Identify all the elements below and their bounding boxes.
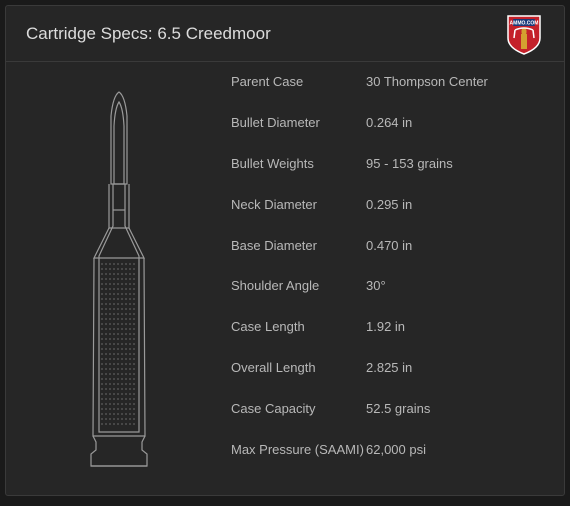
spec-row: Case Length 1.92 in [231,319,544,336]
spec-row: Bullet Diameter 0.264 in [231,115,544,132]
cartridge-diagram-icon [69,86,169,476]
spec-row: Case Capacity 52.5 grains [231,401,544,418]
spec-label: Max Pressure (SAAMI) [231,442,366,459]
spec-row: Shoulder Angle 30° [231,278,544,295]
spec-row: Parent Case 30 Thompson Center [231,74,544,91]
spec-label: Case Capacity [231,401,366,418]
specs-table: Parent Case 30 Thompson Center Bullet Di… [231,74,564,495]
spec-value: 2.825 in [366,360,412,375]
spec-label: Bullet Diameter [231,115,366,132]
spec-label: Shoulder Angle [231,278,366,295]
spec-value: 52.5 grains [366,401,430,416]
spec-label: Base Diameter [231,238,366,255]
logo-text: AMMO.COM [510,20,539,26]
spec-value: 1.92 in [366,319,405,334]
shield-logo-icon: AMMO.COM [502,12,546,56]
spec-label: Parent Case [231,74,366,91]
spec-label: Overall Length [231,360,366,377]
spec-label: Neck Diameter [231,197,366,214]
spec-label: Bullet Weights [231,156,366,173]
page-title: Cartridge Specs: 6.5 Creedmoor [26,24,271,44]
spec-row: Max Pressure (SAAMI) 62,000 psi [231,442,544,459]
card-header: Cartridge Specs: 6.5 Creedmoor AMMO.COM [6,6,564,62]
spec-value: 0.295 in [366,197,412,212]
spec-card: Cartridge Specs: 6.5 Creedmoor AMMO.COM [5,5,565,496]
powder-pattern [101,263,134,424]
card-content: Parent Case 30 Thompson Center Bullet Di… [6,62,564,495]
spec-label: Case Length [231,319,366,336]
spec-value: 62,000 psi [366,442,426,457]
cartridge-illustration-column [6,74,231,495]
spec-value: 0.264 in [366,115,412,130]
spec-row: Base Diameter 0.470 in [231,238,544,255]
spec-row: Overall Length 2.825 in [231,360,544,377]
spec-value: 30° [366,278,386,293]
ammo-com-logo: AMMO.COM [502,12,546,56]
spec-row: Bullet Weights 95 - 153 grains [231,156,544,173]
spec-value: 0.470 in [366,238,412,253]
spec-value: 30 Thompson Center [366,74,488,89]
spec-row: Neck Diameter 0.295 in [231,197,544,214]
spec-value: 95 - 153 grains [366,156,453,171]
